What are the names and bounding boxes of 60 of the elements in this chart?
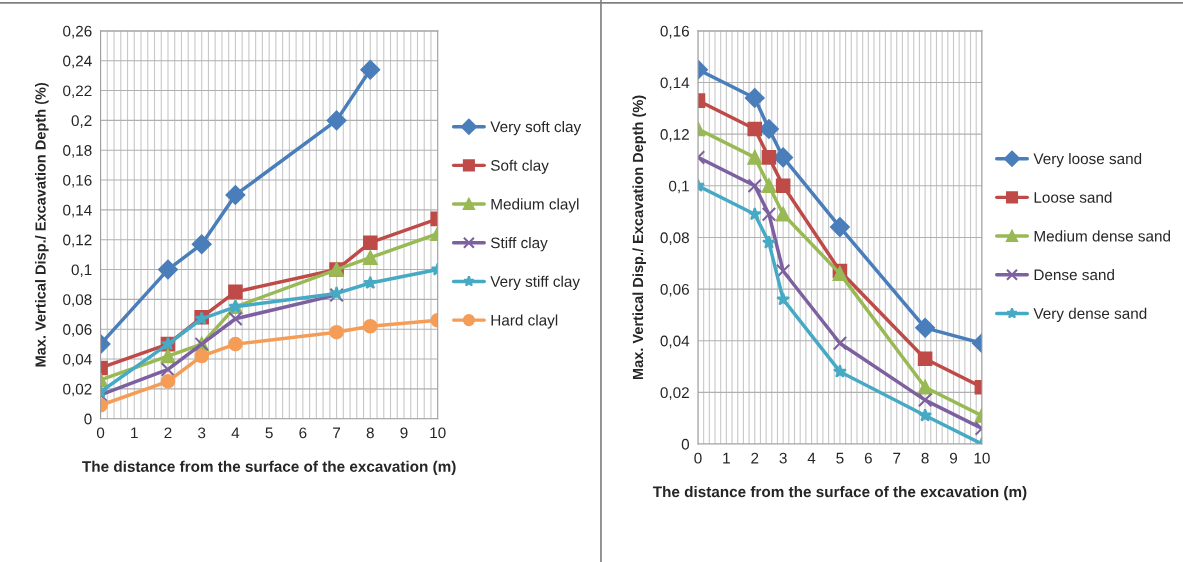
y-tick-label: 0 xyxy=(681,438,690,450)
y-tick-label: 0,04 xyxy=(660,335,690,349)
y-tick-label: 0,02 xyxy=(63,383,92,397)
x-tick-label: 1 xyxy=(131,427,138,439)
legend-label: Medium clayl xyxy=(491,198,579,213)
x-tick-label: 2 xyxy=(751,452,759,464)
y-tick-label: 0,02 xyxy=(660,387,689,400)
x-tick-label: 9 xyxy=(400,427,408,439)
y-tick-label: 0,06 xyxy=(660,283,689,297)
y-tick-label: 0,14 xyxy=(63,204,92,218)
y-tick-label: 0,1 xyxy=(71,264,92,278)
x-tick-label: 6 xyxy=(299,427,307,439)
y-tick-label: 0,18 xyxy=(63,145,92,158)
x-tick-label: 1 xyxy=(723,452,730,464)
y-axis-title: Max. Vertical Disp./ Excavation Depth (%) xyxy=(35,82,49,367)
x-tick-label: 2 xyxy=(164,427,172,439)
legend-label: Dense sand xyxy=(1034,269,1114,281)
legend-label: Very dense sand xyxy=(1033,307,1147,322)
y-tick-label: 0,12 xyxy=(660,129,689,142)
y-tick-label: 0,08 xyxy=(660,232,689,245)
legend-label: Very soft clay xyxy=(490,120,582,136)
x-tick-label: 9 xyxy=(949,452,958,464)
legend-label: Stiff clay xyxy=(490,237,548,252)
y-tick-label: 0,08 xyxy=(63,294,92,307)
y-tick-label: 0,16 xyxy=(660,25,689,39)
x-tick-label: 10 xyxy=(430,427,446,439)
y-tick-label: 0,24 xyxy=(63,55,92,69)
x-tick-label: 8 xyxy=(366,427,374,439)
legend-label: Very stiff clay xyxy=(490,275,580,290)
x-tick-label: 4 xyxy=(807,452,816,464)
y-tick-label: 0,16 xyxy=(63,174,92,188)
x-tick-label: 7 xyxy=(333,427,341,439)
y-tick-label: 0 xyxy=(84,413,92,425)
legend-label: Soft clay xyxy=(490,159,549,174)
x-axis-title: The distance from the surface of the excavation (m) xyxy=(82,460,456,475)
x-axis-title: The distance from the surface of the excavation (m) xyxy=(652,486,1027,501)
legend-label: Very loose sand xyxy=(1033,152,1142,168)
x-tick-label: 3 xyxy=(779,452,787,464)
x-tick-label: 10 xyxy=(974,452,990,464)
x-tick-label: 8 xyxy=(921,452,929,464)
legend-label: Hard clayl xyxy=(491,314,558,329)
x-tick-label: 0 xyxy=(694,452,702,464)
y-tick-label: 0,04 xyxy=(63,353,92,367)
x-tick-label: 6 xyxy=(864,452,872,464)
y-tick-label: 0,14 xyxy=(660,77,690,91)
y-tick-label: 0,1 xyxy=(669,180,689,194)
x-tick-label: 0 xyxy=(96,427,105,439)
x-tick-label: 7 xyxy=(893,452,901,464)
y-axis-title: Max. Vertical Disp./ Excavation Depth (%) xyxy=(632,95,647,380)
x-tick-label: 5 xyxy=(836,452,844,464)
x-tick-label: 3 xyxy=(198,427,206,439)
x-tick-label: 5 xyxy=(265,427,273,439)
y-tick-label: 0,22 xyxy=(63,85,92,99)
y-tick-label: 0,26 xyxy=(63,25,92,39)
y-tick-label: 0,12 xyxy=(63,234,92,248)
x-tick-label: 4 xyxy=(231,427,240,439)
y-tick-label: 0,06 xyxy=(63,324,92,337)
legend-label: Loose sand xyxy=(1034,191,1112,203)
y-tick-label: 0,2 xyxy=(71,115,92,128)
legend-label: Medium dense sand xyxy=(1034,230,1170,242)
